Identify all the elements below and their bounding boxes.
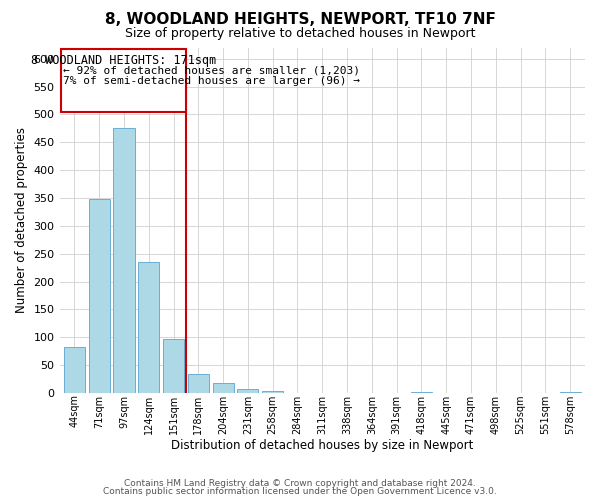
Text: 7% of semi-detached houses are larger (96) →: 7% of semi-detached houses are larger (9… [63,76,360,86]
Text: 8 WOODLAND HEIGHTS: 171sqm: 8 WOODLAND HEIGHTS: 171sqm [31,54,216,67]
Bar [238,389,259,393]
Bar [560,392,581,393]
Bar [113,128,134,393]
Bar [138,262,160,393]
Text: ← 92% of detached houses are smaller (1,203): ← 92% of detached houses are smaller (1,… [63,66,360,76]
Text: Contains public sector information licensed under the Open Government Licence v3: Contains public sector information licen… [103,487,497,496]
Bar [262,392,283,393]
FancyBboxPatch shape [61,49,186,112]
Bar [212,383,233,393]
Bar [163,339,184,393]
X-axis label: Distribution of detached houses by size in Newport: Distribution of detached houses by size … [171,440,473,452]
Bar [188,374,209,393]
Text: 8, WOODLAND HEIGHTS, NEWPORT, TF10 7NF: 8, WOODLAND HEIGHTS, NEWPORT, TF10 7NF [104,12,496,28]
Y-axis label: Number of detached properties: Number of detached properties [15,128,28,314]
Bar [411,392,432,393]
Text: Contains HM Land Registry data © Crown copyright and database right 2024.: Contains HM Land Registry data © Crown c… [124,478,476,488]
Bar [89,199,110,393]
Text: Size of property relative to detached houses in Newport: Size of property relative to detached ho… [125,28,475,40]
Bar [64,347,85,393]
